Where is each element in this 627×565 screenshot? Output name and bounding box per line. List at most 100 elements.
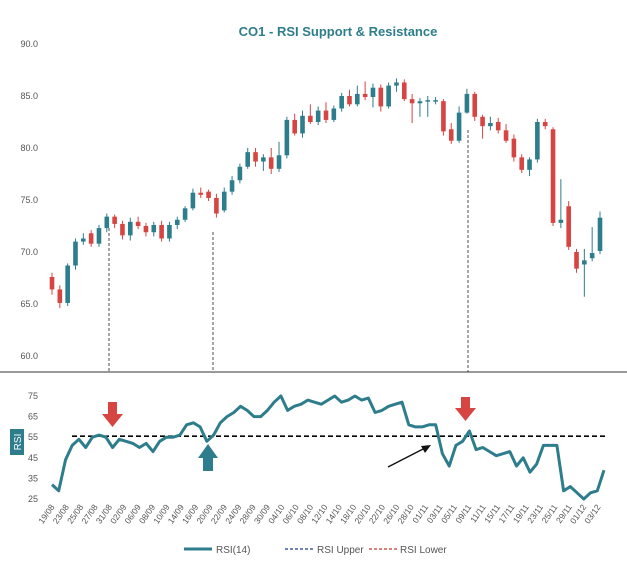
- rsi-axis-label: RSI: [13, 434, 24, 451]
- candle-body: [495, 122, 501, 131]
- candle: [182, 206, 188, 222]
- candle: [57, 285, 63, 309]
- candle: [127, 217, 133, 241]
- candle: [355, 85, 360, 107]
- price-y-tick: 85.0: [20, 91, 38, 101]
- candle: [190, 188, 196, 211]
- candle: [261, 154, 266, 171]
- candle: [143, 222, 149, 237]
- candle-body: [73, 241, 78, 266]
- candle-body: [425, 100, 431, 102]
- rsi-x-tick: 03/12: [582, 502, 603, 525]
- candle-body: [65, 265, 70, 303]
- candle: [566, 201, 571, 250]
- candle-body: [214, 197, 219, 214]
- candle-body: [542, 122, 548, 127]
- candle-body: [127, 221, 133, 236]
- candle: [73, 238, 78, 270]
- candle-body: [386, 85, 391, 107]
- candle: [339, 92, 344, 112]
- candle-body: [417, 101, 423, 104]
- candle-body: [472, 93, 478, 117]
- candle-body: [597, 217, 603, 251]
- candle: [167, 221, 172, 242]
- candle: [300, 110, 305, 138]
- candle: [519, 154, 525, 173]
- candle-body: [198, 192, 204, 195]
- candle: [284, 116, 290, 159]
- legend: RSI(14) RSI Upper RSI Lower: [184, 545, 447, 556]
- candle: [206, 189, 211, 202]
- rsi-y-tick: 25: [28, 494, 38, 504]
- candle: [198, 187, 204, 198]
- candle-body: [362, 93, 368, 98]
- legend-label-lower: RSI Lower: [400, 545, 447, 556]
- chart-title: CO1 - RSI Support & Resistance: [239, 24, 438, 39]
- candle-body: [159, 224, 164, 239]
- candle: [174, 216, 180, 230]
- candle: [308, 104, 313, 125]
- candle: [417, 98, 423, 117]
- candle: [386, 82, 391, 109]
- candle-body: [331, 108, 337, 120]
- candle-body: [88, 233, 94, 244]
- candle-body: [49, 276, 55, 290]
- candle-body: [167, 224, 172, 239]
- candle: [276, 141, 282, 172]
- candle-body: [237, 166, 243, 181]
- candle-body: [589, 253, 595, 259]
- candle-body: [448, 129, 454, 141]
- candle: [527, 157, 532, 177]
- candle-body: [378, 87, 384, 107]
- candle-body: [401, 82, 407, 100]
- candle: [582, 248, 587, 297]
- price-y-tick: 60.0: [20, 351, 38, 361]
- candle-body: [174, 219, 180, 225]
- price-y-tick: 90.0: [20, 39, 38, 49]
- candle: [253, 148, 258, 167]
- candle-body: [229, 180, 235, 192]
- price-y-tick: 70.0: [20, 247, 38, 257]
- candle: [394, 78, 399, 92]
- candle: [229, 176, 235, 195]
- candle-body: [104, 216, 110, 229]
- candle-body: [245, 152, 251, 167]
- candle-body: [57, 289, 63, 303]
- rsi-y-tick: 65: [28, 412, 38, 422]
- legend-label-rsi: RSI(14): [216, 545, 250, 556]
- candle: [268, 148, 274, 174]
- candle: [511, 134, 517, 162]
- candle-body: [347, 96, 352, 105]
- candle: [120, 220, 125, 240]
- price-y-tick: 80.0: [20, 143, 38, 153]
- candle-body: [81, 238, 86, 242]
- price-y-tick: 65.0: [20, 299, 38, 309]
- candle-body: [488, 123, 493, 127]
- sell-arrow-2: [455, 397, 476, 421]
- candle: [409, 93, 415, 124]
- candle-body: [268, 157, 274, 169]
- candle: [589, 227, 595, 262]
- candle: [292, 113, 297, 136]
- candle-body: [582, 260, 587, 265]
- rsi-y-axis: 75 65 55 45 35 25: [28, 391, 38, 504]
- candle: [472, 91, 478, 121]
- candle-body: [550, 129, 556, 223]
- candle: [495, 117, 501, 134]
- candle-body: [182, 208, 188, 220]
- candle-body: [190, 192, 196, 209]
- candle: [425, 96, 431, 117]
- candle-body: [480, 116, 485, 127]
- candle: [401, 79, 407, 102]
- candle-body: [300, 115, 305, 134]
- candle: [331, 105, 337, 122]
- signal-lines: [108, 130, 469, 372]
- candle: [448, 123, 454, 144]
- candle: [378, 84, 384, 112]
- rsi-y-tick: 55: [28, 432, 38, 442]
- buy-arrow: [198, 444, 218, 471]
- candle: [456, 106, 462, 143]
- candle-body: [535, 122, 540, 160]
- candle-body: [441, 101, 446, 132]
- candle-body: [135, 221, 141, 226]
